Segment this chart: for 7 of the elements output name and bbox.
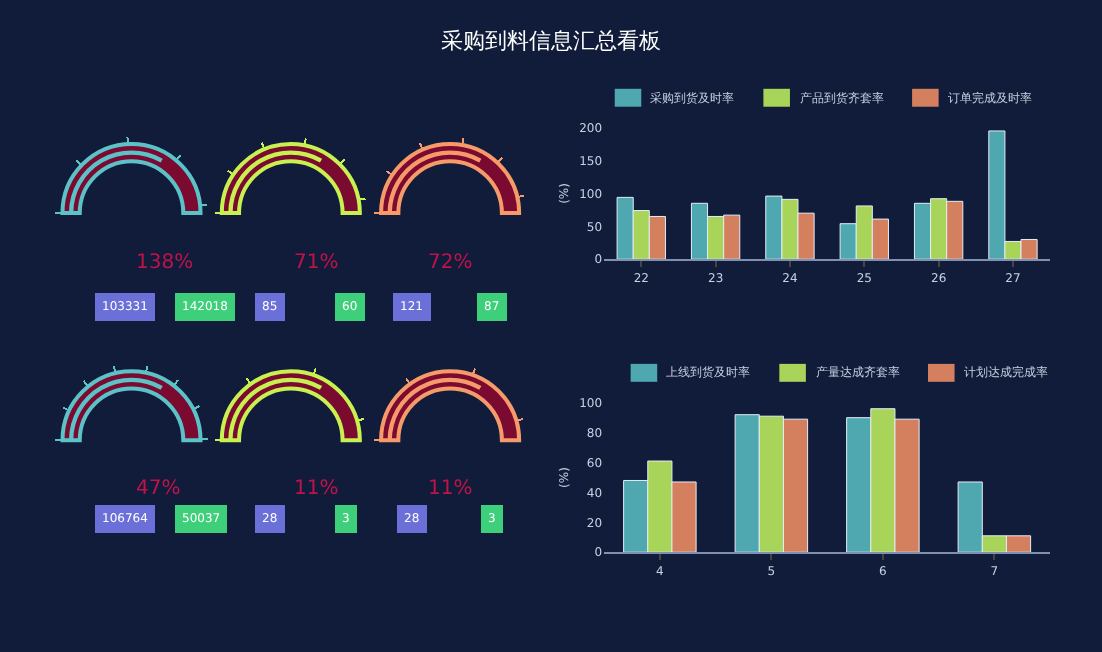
- data-label: 138%: [136, 252, 194, 274]
- text: 采购到料信息汇总看板: [441, 28, 661, 54]
- data-label: 72%: [428, 252, 473, 274]
- data-label: 11%: [294, 478, 339, 500]
- data-label: 47%: [136, 478, 181, 500]
- data-label: 11%: [428, 478, 473, 500]
- data-label: 71%: [294, 252, 339, 274]
